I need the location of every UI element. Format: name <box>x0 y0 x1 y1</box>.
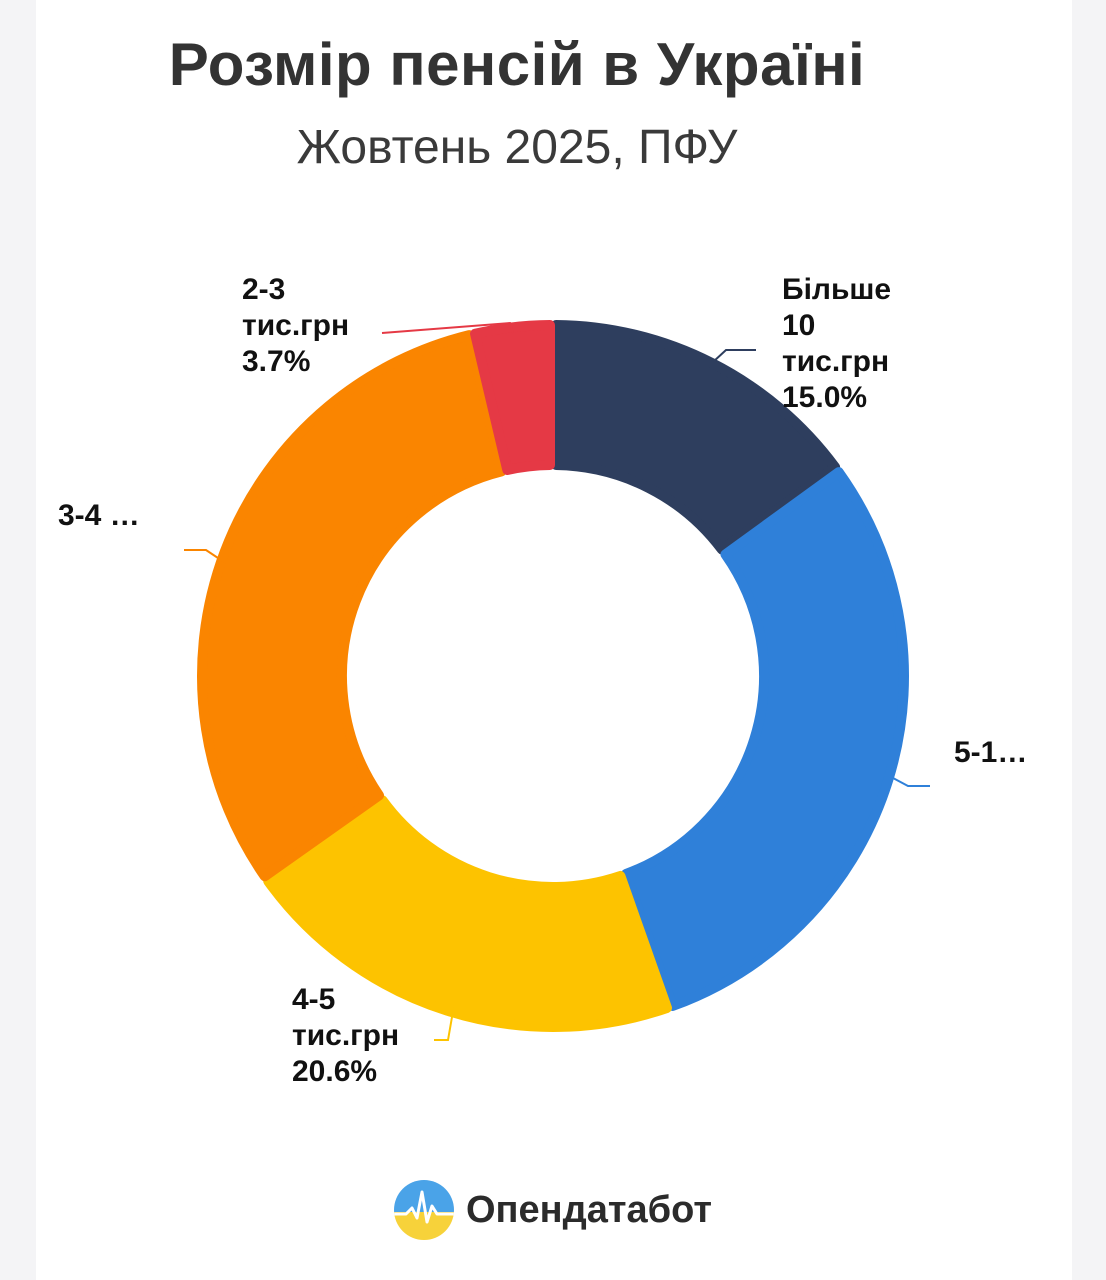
slice-label-3: 3-4 … <box>58 498 140 534</box>
slice-label-line: 3-4 … <box>58 499 140 532</box>
slice-label-line: 20.6% <box>292 1055 378 1088</box>
chart-title: Розмір пенсій в Україні <box>168 31 866 98</box>
slice-label-line: 3.7% <box>242 345 311 378</box>
donut-slices <box>197 320 909 1032</box>
opendatabot-logo-icon <box>394 1180 454 1240</box>
chart-subtitle: Жовтень 2025, ПФУ <box>296 121 738 174</box>
leader-line-1 <box>892 777 930 787</box>
donut-slice-2 <box>263 795 672 1032</box>
slice-label-1: 5-1… <box>954 735 1027 771</box>
donut-slice-4 <box>470 320 555 476</box>
slice-label-0: Більше 10 тис.грн 15.0% <box>782 272 891 416</box>
leader-line-4 <box>381 321 514 334</box>
slice-label-line: тис.грн <box>292 1019 400 1052</box>
label-leader-lines <box>184 321 930 1041</box>
slice-label-line: 15.0% <box>782 381 868 414</box>
leader-line-2 <box>434 1016 453 1041</box>
leader-line-3 <box>184 549 225 563</box>
slice-label-line: тис.грн <box>242 309 350 342</box>
slice-label-4: 2-3 тис.грн 3.7% <box>242 272 349 380</box>
slice-label-line: 5-1… <box>954 736 1028 769</box>
brand-logo: Опендатабот <box>392 1178 712 1242</box>
slice-label-line: 2-3 <box>242 273 286 306</box>
leader-line-0 <box>712 349 756 363</box>
slice-label-line: Більше <box>782 273 892 306</box>
brand-name: Опендатабот <box>466 1188 712 1231</box>
donut-slice-1 <box>621 467 909 1011</box>
slice-label-2: 4-5 тис.грн 20.6% <box>292 982 399 1090</box>
donut-slice-3 <box>197 330 507 882</box>
slice-label-line: 10 <box>782 309 816 342</box>
slice-label-line: 4-5 <box>292 983 336 1016</box>
donut-slice-0 <box>551 320 841 555</box>
slice-label-line: тис.грн <box>782 345 890 378</box>
